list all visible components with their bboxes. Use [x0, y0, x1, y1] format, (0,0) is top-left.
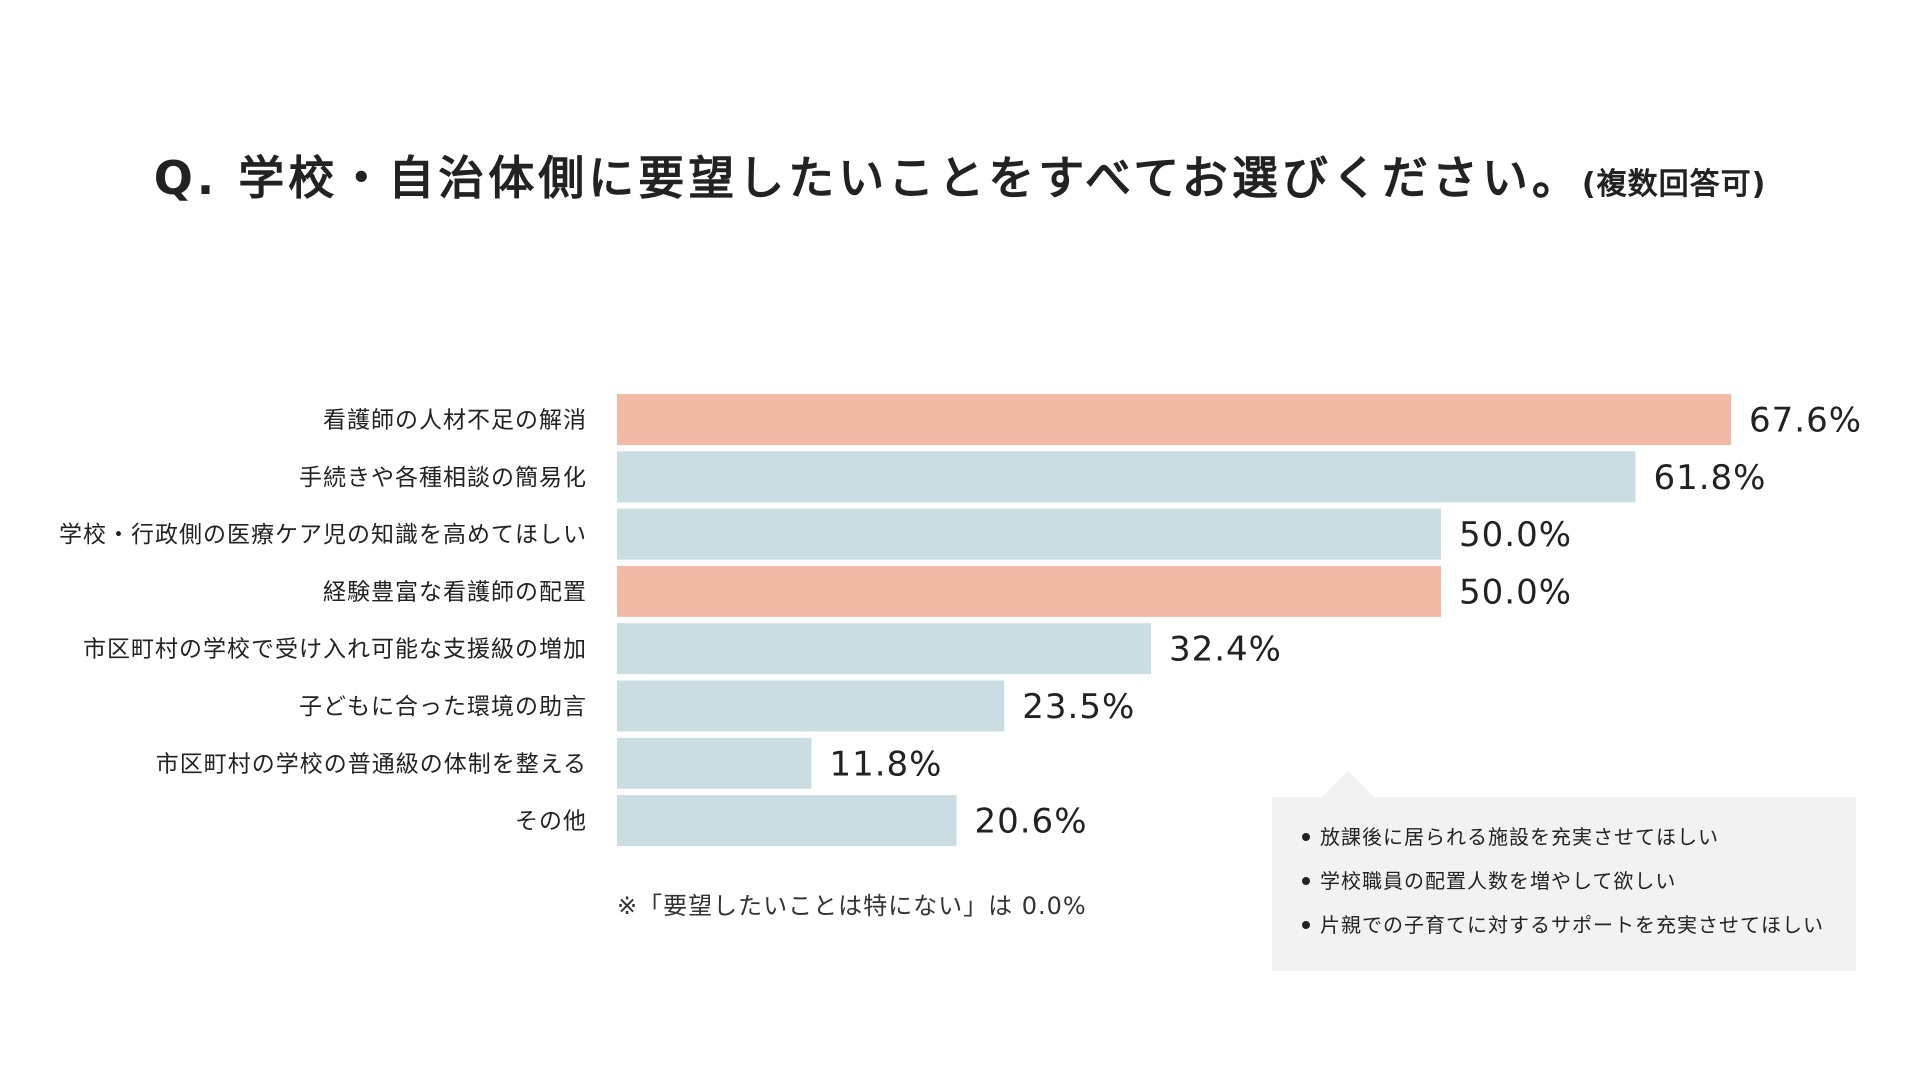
chart-title-main: Q. 学校・自治体側に要望したいことをすべてお選びください。 — [153, 151, 1582, 205]
value-label-3: 50.0% — [1459, 572, 1572, 612]
value-label-4: 32.4% — [1169, 630, 1282, 670]
bullet-icon — [1302, 876, 1310, 885]
other-answer-text: 片親での子育てに対するサポートを充実させてほしい — [1320, 913, 1824, 937]
other-answer-item: 放課後に居られる施設を充実させてほしい — [1302, 824, 1824, 868]
category-label-0: 看護師の人材不足の解消 — [323, 408, 587, 434]
footnote: ※「要望したいことは特にない」は 0.0% — [617, 892, 1087, 920]
bar-2 — [617, 508, 1441, 560]
category-label-4: 市区町村の学校で受け入れ可能な支援級の増加 — [83, 637, 587, 663]
category-label-2: 学校・行政側の医療ケア児の知識を高めてほしい — [59, 522, 587, 548]
chart-title: Q. 学校・自治体側に要望したいことをすべてお選びください。(複数回答可) — [0, 142, 1920, 208]
category-label-6: 市区町村の学校の普通級の体制を整える — [156, 751, 587, 777]
bar-4 — [617, 623, 1151, 675]
category-label-7: その他 — [515, 809, 587, 835]
value-label-7: 20.6% — [974, 802, 1087, 842]
bar-6 — [617, 737, 812, 789]
bars-layer — [617, 394, 1732, 847]
category-labels-layer: 看護師の人材不足の解消手続きや各種相談の簡易化学校・行政側の医療ケア児の知識を高… — [59, 408, 587, 835]
bullet-icon — [1302, 920, 1310, 929]
bar-7 — [617, 795, 957, 847]
bar-0 — [617, 394, 1732, 445]
category-label-1: 手続きや各種相談の簡易化 — [299, 465, 587, 491]
bar-1 — [617, 451, 1636, 503]
value-label-6: 11.8% — [829, 744, 942, 784]
value-label-2: 50.0% — [1459, 515, 1572, 555]
value-labels-layer: 67.6% 61.8% 50.0% 50.0% 32.4% 23.5% 11.8% 20.6% — [829, 401, 1862, 842]
category-label-5: 子どもに合った環境の助言 — [299, 694, 587, 720]
other-answer-item: 片親での子育てに対するサポートを充実させてほしい — [1302, 912, 1824, 956]
bullet-icon — [1302, 832, 1310, 841]
value-label-0: 67.6% — [1749, 401, 1862, 441]
other-answers-box: 放課後に居られる施設を充実させてほしい 学校職員の配置人数を増やして欲しい片親での… — [1272, 797, 1856, 971]
other-answers-pointer — [1322, 771, 1374, 797]
value-label-1: 61.8% — [1653, 458, 1766, 498]
category-label-3: 経験豊富な看護師の配置 — [323, 579, 587, 605]
other-answer-item: 学校職員の配置人数を増やして欲しい — [1302, 868, 1824, 912]
value-label-5: 23.5% — [1022, 687, 1135, 727]
other-answer-text: 放課後に居られる施設を充実させてほしい — [1320, 825, 1719, 849]
other-answers-list: 放課後に居られる施設を充実させてほしい 学校職員の配置人数を増やして欲しい片親での… — [1302, 824, 1824, 956]
chart-subtitle: (複数回答可) — [1581, 167, 1767, 202]
other-answer-text: 学校職員の配置人数を増やして欲しい — [1320, 869, 1677, 893]
bar-5 — [617, 680, 1005, 732]
bar-3 — [617, 565, 1441, 617]
